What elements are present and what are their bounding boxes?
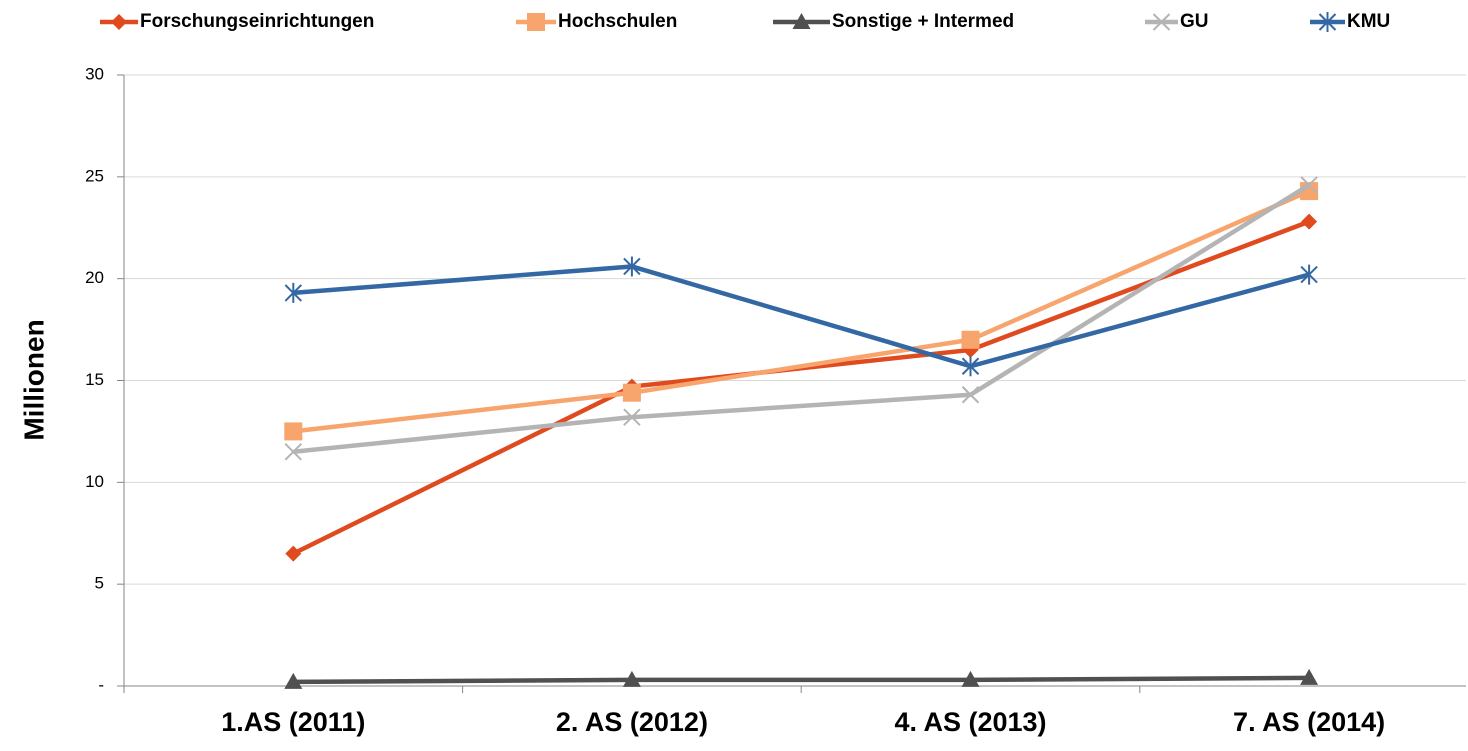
series bbox=[285, 213, 1318, 562]
marker bbox=[284, 422, 303, 441]
line bbox=[293, 183, 1311, 455]
y-tick-label: 20 bbox=[85, 268, 104, 287]
x-tick-label: 1.AS (2011) bbox=[221, 707, 365, 737]
x-tick-label: 7. AS (2014) bbox=[1233, 707, 1385, 737]
legend-label: Hochschulen bbox=[558, 11, 677, 32]
legend-entry: Hochschulen bbox=[516, 11, 677, 32]
legend-entry: GU bbox=[1145, 11, 1209, 32]
legend-entry: Sonstige + Intermed bbox=[773, 11, 1014, 32]
y-tick-label: 15 bbox=[85, 370, 104, 389]
legend-marker bbox=[792, 13, 811, 29]
x-tick-label: 2. AS (2012) bbox=[556, 707, 708, 737]
marker bbox=[622, 383, 641, 402]
line bbox=[293, 189, 1311, 434]
legend-marker bbox=[1152, 13, 1171, 31]
marker bbox=[1301, 213, 1318, 230]
y-axis-label: Millionen bbox=[18, 319, 49, 440]
legend-label: Forschungseinrichtungen bbox=[140, 11, 374, 32]
legend-entry: KMU bbox=[1310, 11, 1390, 32]
marker bbox=[1300, 176, 1318, 194]
marker bbox=[961, 670, 980, 687]
legend-marker bbox=[1318, 12, 1337, 32]
marker bbox=[961, 356, 980, 377]
marker bbox=[284, 672, 303, 689]
y-tick-label: 25 bbox=[85, 166, 104, 185]
marker bbox=[1300, 264, 1318, 285]
y-tick-label: - bbox=[98, 675, 104, 694]
legend-entry: Forschungseinrichtungen bbox=[100, 11, 374, 32]
x-tick-label: 4. AS (2013) bbox=[894, 707, 1046, 737]
y-tick-label: 10 bbox=[85, 472, 104, 491]
line bbox=[293, 264, 1310, 369]
marker bbox=[623, 408, 641, 426]
series bbox=[284, 182, 1319, 441]
marker bbox=[961, 386, 980, 404]
marker bbox=[623, 256, 641, 277]
series bbox=[284, 668, 1319, 689]
legend-label: GU bbox=[1180, 11, 1209, 32]
y-tick-label: 30 bbox=[85, 64, 104, 83]
series bbox=[284, 256, 1318, 377]
marker bbox=[622, 670, 641, 687]
marker bbox=[284, 443, 303, 461]
legend-marker bbox=[111, 14, 127, 30]
line bbox=[292, 219, 1310, 556]
marker bbox=[284, 282, 303, 303]
y-tick-label: 5 bbox=[95, 574, 104, 593]
legend-marker bbox=[527, 13, 545, 31]
marker bbox=[1300, 668, 1319, 685]
legend-label: KMU bbox=[1347, 11, 1390, 32]
line bbox=[293, 675, 1310, 685]
legend-label: Sonstige + Intermed bbox=[832, 11, 1014, 32]
series bbox=[284, 176, 1318, 461]
marker bbox=[961, 330, 980, 349]
marker bbox=[285, 545, 302, 562]
